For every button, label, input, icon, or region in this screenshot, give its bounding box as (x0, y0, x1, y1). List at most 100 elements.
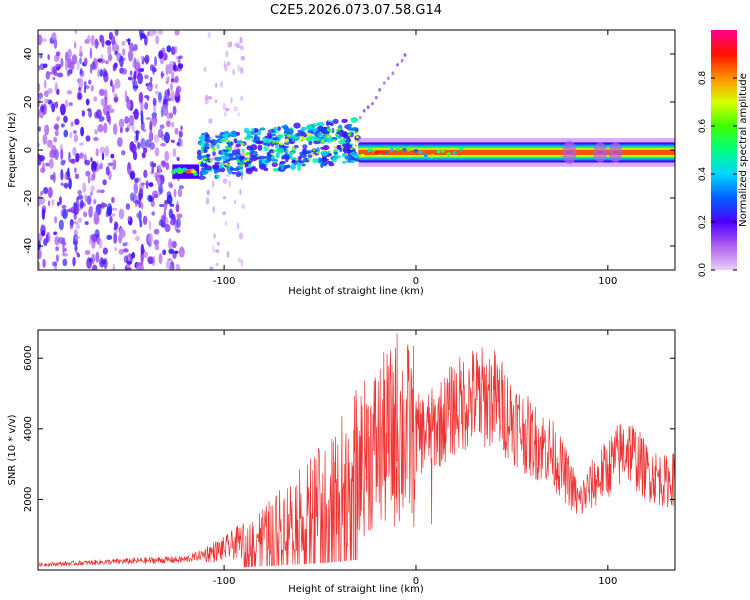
spectrogram-cell (115, 52, 120, 58)
spectrogram-cell (105, 40, 112, 46)
spectrogram-cell (127, 216, 131, 222)
spectrogram-cell (204, 98, 209, 105)
spectrogram-cell (47, 200, 51, 207)
snr-xlabel: Height of straight line (km) (288, 584, 424, 595)
spectrogram-cell (154, 244, 160, 251)
spectrogram-ylabel: Frequency (Hz) (7, 112, 18, 188)
spectrogram-cell (204, 137, 210, 143)
spectrogram-cell (151, 161, 155, 173)
spectrogram-cell (51, 65, 58, 73)
spectrogram-cell (168, 181, 173, 188)
spectrogram-cell (276, 156, 280, 159)
spectrogram-cell (70, 158, 76, 164)
spectrogram-cell (236, 44, 240, 49)
spectrogram-cell (301, 150, 308, 155)
spectrogram-cell (236, 222, 240, 230)
spectrogram-cell (158, 100, 162, 104)
spectrogram-cell (215, 174, 220, 179)
colorbar-ticks: 0.0 0.2 0.4 0.6 0.8 (698, 71, 737, 277)
spectrogram-cell (62, 182, 69, 188)
snr-xtick-label: 0 (413, 576, 419, 587)
spectrogram-cell (345, 153, 349, 156)
spectrogram-cell (138, 196, 142, 209)
spectrogram-cell (391, 71, 395, 75)
spectrogram-cell (166, 120, 171, 128)
spectrogram-cell (54, 124, 59, 131)
spectrogram-cell (162, 104, 169, 117)
spectrogram-cell (145, 139, 151, 148)
spectrogram-cell (52, 171, 56, 183)
spectrogram-cell (242, 164, 246, 167)
spectrogram-cell (374, 95, 378, 100)
spectrogram-cell (121, 40, 126, 46)
spectrogram-cell (305, 137, 309, 140)
spectrogram-cell (238, 161, 246, 165)
spectrogram-cell (93, 211, 98, 219)
spectrogram-cell (341, 160, 348, 164)
spectrogram-cell (166, 76, 170, 83)
spectrogram-cell (111, 35, 116, 46)
spectrogram-cell (240, 259, 244, 267)
spectrogram-cell (144, 54, 150, 64)
spectrogram-cell (212, 151, 216, 156)
spectrogram-cell (312, 158, 319, 163)
spectrogram-cell (237, 112, 240, 117)
spectrogram-cell (129, 70, 133, 76)
spectrogram-cell (97, 68, 100, 78)
spectrogram-cell (79, 45, 83, 57)
spectrogram-cell (239, 164, 243, 167)
spectrogram-cell (190, 170, 197, 174)
spectrogram-cell (333, 151, 339, 155)
spectrogram-cell (64, 51, 69, 62)
spectrogram-cell (73, 130, 77, 134)
spectrogram-cell (98, 88, 105, 97)
colorbar: 0.0 0.2 0.4 0.6 0.8 Normalized spectral ampl… (698, 30, 749, 277)
spectrogram-cell (291, 147, 295, 150)
spectrogram-cell (72, 256, 76, 267)
spectrogram-cell (123, 255, 129, 264)
spectrogram-cell (430, 153, 435, 158)
spectrogram-cell (176, 213, 183, 219)
spectrogram-cell (73, 206, 79, 216)
spectrogram-cell (222, 157, 229, 160)
spectrogram-cell (244, 163, 248, 168)
spectrogram-cell (62, 258, 68, 267)
spectrogram-cell (100, 98, 106, 107)
spectrogram-cell (232, 68, 236, 76)
spectrogram-cell (301, 132, 307, 137)
spectrogram-cell (382, 81, 386, 85)
spectrogram-cell (81, 110, 86, 117)
spectrogram-cell (273, 160, 277, 164)
spectrogram-cell (78, 217, 83, 223)
spectrogram-cell (201, 150, 205, 154)
spectrogram-cell (167, 63, 173, 75)
spectrogram-cell (94, 229, 100, 239)
spectrogram-cell (145, 117, 152, 121)
spectrogram-cell (135, 202, 138, 207)
spectrogram-cell (233, 138, 238, 144)
spectrogram-cell (106, 105, 111, 111)
colorbar-tick-label: 0.4 (698, 167, 708, 182)
spectrogram-cell (78, 152, 84, 159)
spectrogram-cell (62, 208, 68, 220)
spectrogram-cell (306, 124, 313, 128)
spectrogram-cell (155, 83, 158, 89)
spectrogram-cell (142, 147, 148, 154)
spectrogram-cell (112, 64, 116, 72)
spectrogram-cell (226, 251, 230, 258)
spectrogram-cell (313, 140, 321, 145)
spectrogram-cell (177, 137, 182, 148)
spectrogram-cell (68, 177, 72, 190)
spectrogram-cell (133, 108, 139, 120)
spectrogram-cell (113, 93, 118, 99)
spectrogram-cell (137, 68, 142, 73)
spectrogram-cell (216, 144, 220, 150)
spectrogram-cell (164, 150, 170, 162)
spectrogram-cell (307, 158, 311, 161)
spectrogram-cell (219, 138, 226, 143)
spectrogram-cell (298, 160, 305, 164)
spectrogram-cell (94, 128, 99, 135)
spectrogram-cell (200, 167, 207, 172)
spectrogram-cell (205, 165, 212, 171)
spectrogram-cell (124, 90, 128, 102)
